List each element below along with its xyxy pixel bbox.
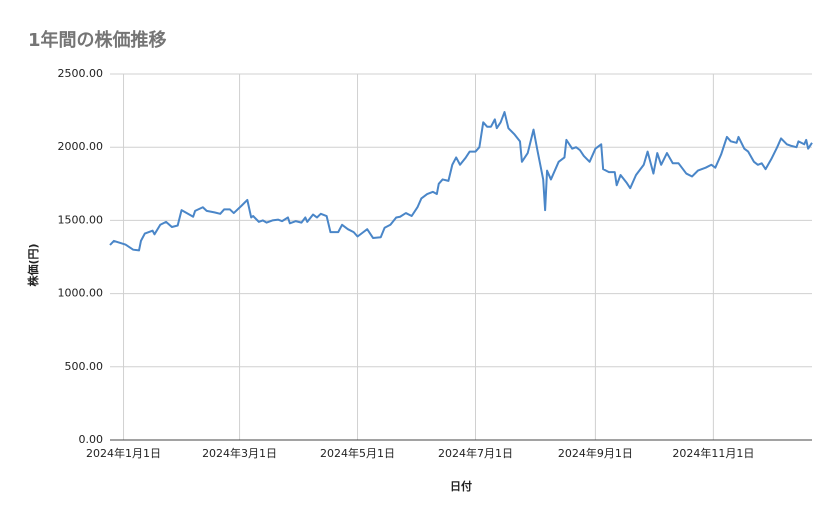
y-tick-label: 0.00 (79, 433, 104, 446)
y-tick-label: 1500.00 (58, 213, 104, 226)
x-tick-label: 2024年3月1日 (202, 446, 277, 460)
y-tick-label: 2000.00 (58, 140, 104, 153)
x-tick-label: 2024年7月1日 (438, 446, 513, 460)
x-axis-label: 日付 (450, 479, 472, 493)
chart-title: 1年間の株価推移 (28, 29, 167, 51)
line-series (109, 111, 813, 252)
x-tick-label: 2024年9月1日 (558, 446, 633, 460)
x-tick-label: 2024年5月1日 (320, 446, 395, 460)
y-tick-label: 2500.00 (58, 67, 104, 80)
y-tick-label: 500.00 (65, 360, 104, 373)
x-tick-label: 2024年1月1日 (86, 446, 161, 460)
y-tick-label: 1000.00 (58, 287, 104, 300)
y-axis-label: 株価(円) (26, 243, 40, 286)
x-tick-label: 2024年11月1日 (672, 446, 754, 460)
